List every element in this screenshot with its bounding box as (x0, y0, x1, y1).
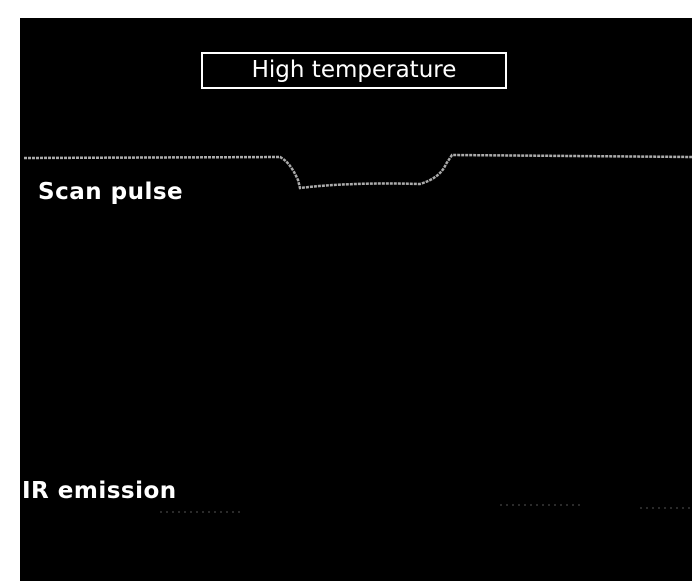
scan-pulse-trace (23, 153, 692, 190)
oscilloscope-screen (20, 18, 692, 581)
ir-emission-trace (160, 504, 692, 513)
trace-label: Scan pulse (38, 179, 184, 205)
title: High temperature (201, 52, 507, 89)
trace-label: IR emission (22, 478, 177, 504)
